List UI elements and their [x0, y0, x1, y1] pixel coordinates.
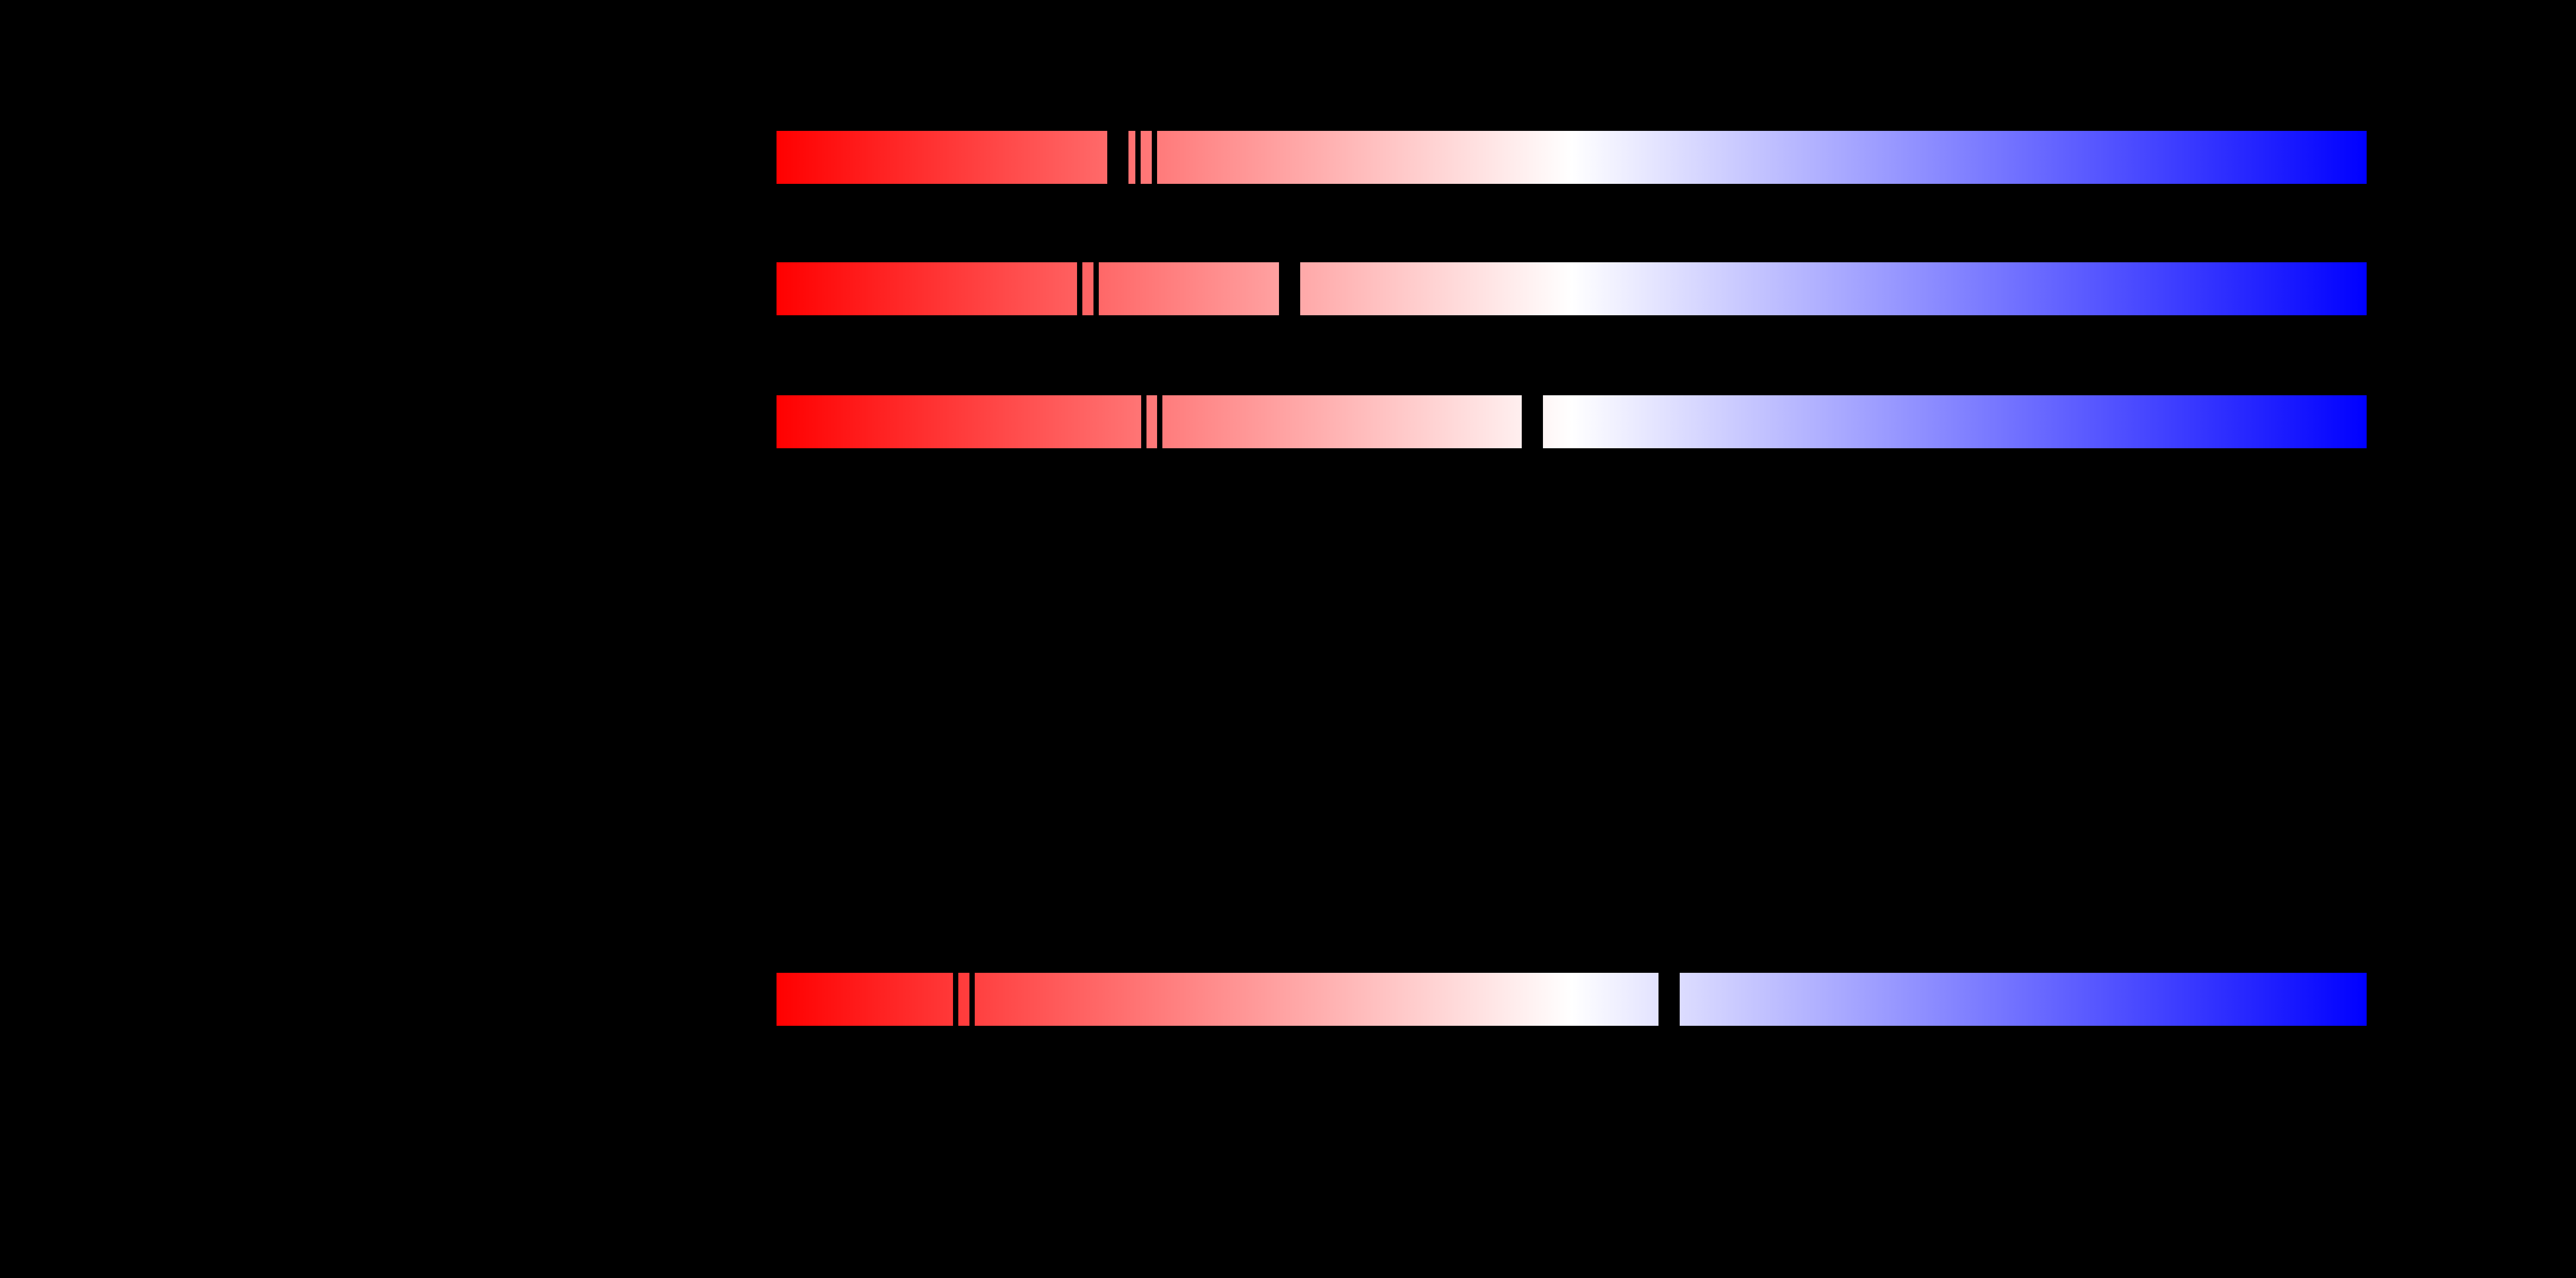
colorbar-strip-4 [777, 973, 2367, 1026]
colorbar-strip-3 [777, 395, 2367, 448]
colorbar-strip-2 [777, 262, 2367, 315]
marker-line-thin [969, 973, 975, 1026]
marker-line-thin [1141, 395, 1146, 448]
marker-line-thin [1077, 262, 1082, 315]
marker-line-thin [1135, 131, 1141, 184]
marker-line-thin [1093, 262, 1099, 315]
marker-line-thick [1658, 973, 1680, 1026]
marker-line-thin [1152, 131, 1157, 184]
marker-line-thick [1279, 262, 1300, 315]
colorbar-strip-1 [777, 131, 2367, 184]
marker-line-thick [1522, 395, 1543, 448]
marker-line-thin [1157, 395, 1162, 448]
marker-line-thick [1107, 131, 1128, 184]
marker-line-thin [953, 973, 958, 1026]
